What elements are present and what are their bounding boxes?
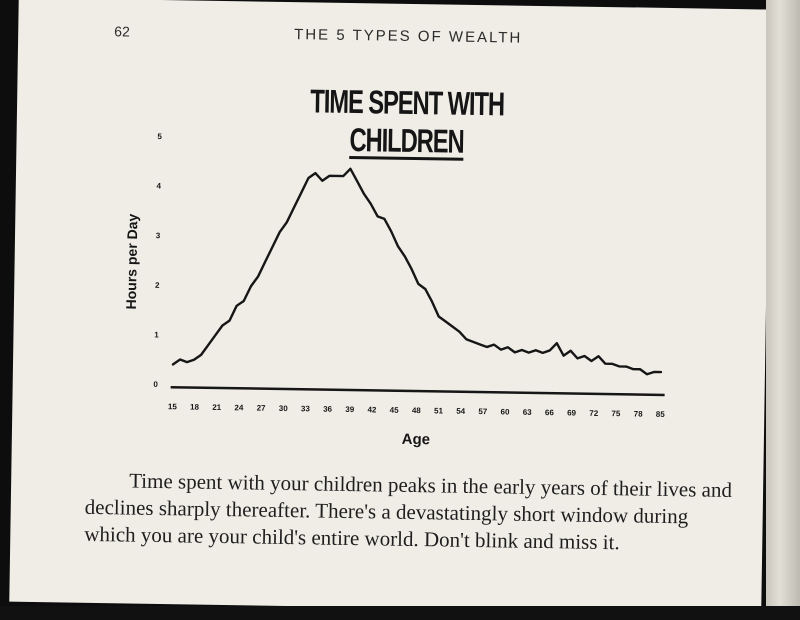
x-tick-label: 51 (434, 406, 444, 415)
x-tick-label: 15 (168, 402, 178, 411)
y-tick-label: 4 (157, 182, 162, 191)
x-axis-label: Age (402, 431, 431, 448)
adjacent-page-edge (766, 0, 800, 620)
x-tick-label: 78 (634, 409, 644, 418)
x-tick-label: 57 (478, 407, 488, 416)
x-tick-label: 63 (523, 408, 533, 417)
x-tick-label: 45 (390, 406, 400, 415)
x-axis-line (170, 385, 665, 397)
x-tick-label: 48 (412, 406, 422, 415)
x-tick-label: 85 (656, 410, 666, 419)
y-tick-label: 0 (153, 380, 158, 389)
y-tick-label: 1 (154, 330, 159, 339)
x-tick-label: 36 (323, 405, 333, 414)
x-tick-label: 60 (501, 407, 511, 416)
x-tick-label: 54 (456, 407, 466, 416)
x-tick-label: 18 (190, 402, 200, 411)
series-line (171, 167, 663, 376)
x-tick-label: 33 (301, 404, 311, 413)
background-strip (0, 606, 800, 620)
x-tick-label: 75 (611, 409, 621, 418)
y-tick-label: 5 (157, 132, 162, 141)
x-tick-label: 72 (589, 409, 599, 418)
y-tick-label: 2 (155, 281, 160, 290)
book-page: 62 THE 5 TYPES OF WEALTH TIME SPENT WITH… (9, 0, 771, 614)
x-tick-label: 69 (567, 408, 577, 417)
x-tick-label: 30 (279, 404, 289, 413)
x-tick-label: 39 (345, 405, 355, 414)
x-tick-label: 66 (545, 408, 555, 417)
x-tick-label: 21 (212, 403, 222, 412)
caption-paragraph: Time spent with your children peaks in t… (84, 468, 733, 555)
x-tick-label: 42 (367, 405, 377, 414)
x-tick-label: 24 (234, 403, 244, 412)
y-tick-label: 3 (156, 231, 161, 240)
y-axis-label: Hours per Day (123, 213, 141, 309)
x-tick-label: 27 (257, 404, 267, 413)
y-tick-labels: 0 1 2 3 4 5 (153, 132, 162, 389)
x-tick-labels: 15 18 21 24 27 30 33 36 39 42 45 48 51 54 57 60 63 66 69 72… (168, 402, 666, 419)
